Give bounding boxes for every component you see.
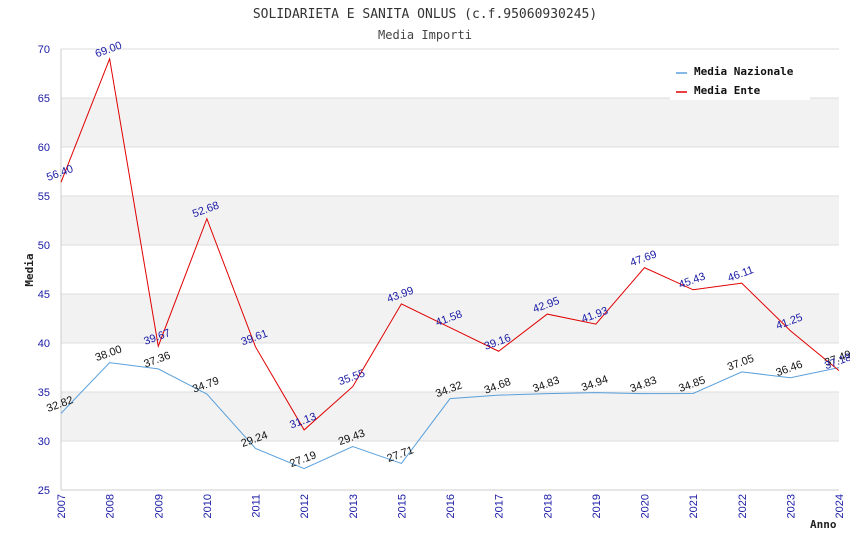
y-tick-label: 60 [38, 142, 50, 154]
x-tick-label: 2012 [299, 494, 311, 518]
y-tick-label: 30 [38, 436, 50, 448]
y-tick-label: 70 [38, 44, 50, 56]
x-axis-label: Anno [810, 518, 837, 531]
x-tick-label: 2009 [153, 494, 165, 518]
x-tick-label: 2013 [348, 494, 360, 518]
x-tick-label: 2007 [56, 494, 68, 518]
y-tick-label: 45 [38, 289, 50, 301]
y-tick-label: 40 [38, 338, 50, 350]
y-tick-label: 65 [38, 93, 50, 105]
y-tick-labels: 25 30 35 40 45 50 55 60 65 70 [38, 44, 50, 497]
y-axis-label: Media [23, 253, 36, 286]
plot-band [61, 98, 839, 147]
x-tick-label: 2017 [494, 494, 506, 518]
plot-band [61, 196, 839, 245]
plot-band [61, 245, 839, 294]
y-tick-label: 35 [38, 387, 50, 399]
x-tick-label: 2023 [785, 494, 797, 518]
series-line-media-nazionale [60, 362, 840, 470]
x-tick-label: 2022 [737, 494, 749, 518]
x-tick-label: 2008 [105, 494, 117, 518]
y-tick-label: 50 [38, 240, 50, 252]
y-tick-label: 55 [38, 191, 50, 203]
plot-band [61, 392, 839, 441]
series-line-media-ente [60, 56, 840, 431]
legend-label-media-ente: Media Ente [694, 84, 761, 97]
x-tick-label: 2024 [834, 494, 846, 518]
y-tick-label: 25 [38, 485, 50, 497]
x-tick-label: 2016 [445, 494, 457, 518]
x-tick-label: 2021 [688, 494, 700, 518]
plot-band [61, 441, 839, 490]
x-tick-labels: 2007 2008 2009 2010 2011 2012 2013 2015 2016 2017… [56, 494, 846, 518]
legend: Media Nazionale Media Ente [670, 60, 810, 100]
x-tick-label: 2011 [251, 494, 263, 518]
legend-box [670, 60, 810, 100]
x-tick-label: 2015 [396, 494, 408, 518]
chart-title: SOLIDARIETA E SANITA ONLUS (c.f.95060930… [253, 7, 597, 22]
chart-subtitle: Media Importi [378, 28, 472, 42]
plot-band [61, 294, 839, 343]
plot-bands [61, 49, 839, 490]
plot-band [61, 343, 839, 392]
x-tick-label: 2010 [202, 494, 214, 518]
series-lines [60, 56, 840, 470]
legend-label-media-nazionale: Media Nazionale [694, 65, 794, 78]
x-tick-label: 2018 [542, 494, 554, 518]
plot-band [61, 147, 839, 196]
x-tick-label: 2019 [591, 494, 603, 518]
x-tick-label: 2020 [640, 494, 652, 518]
